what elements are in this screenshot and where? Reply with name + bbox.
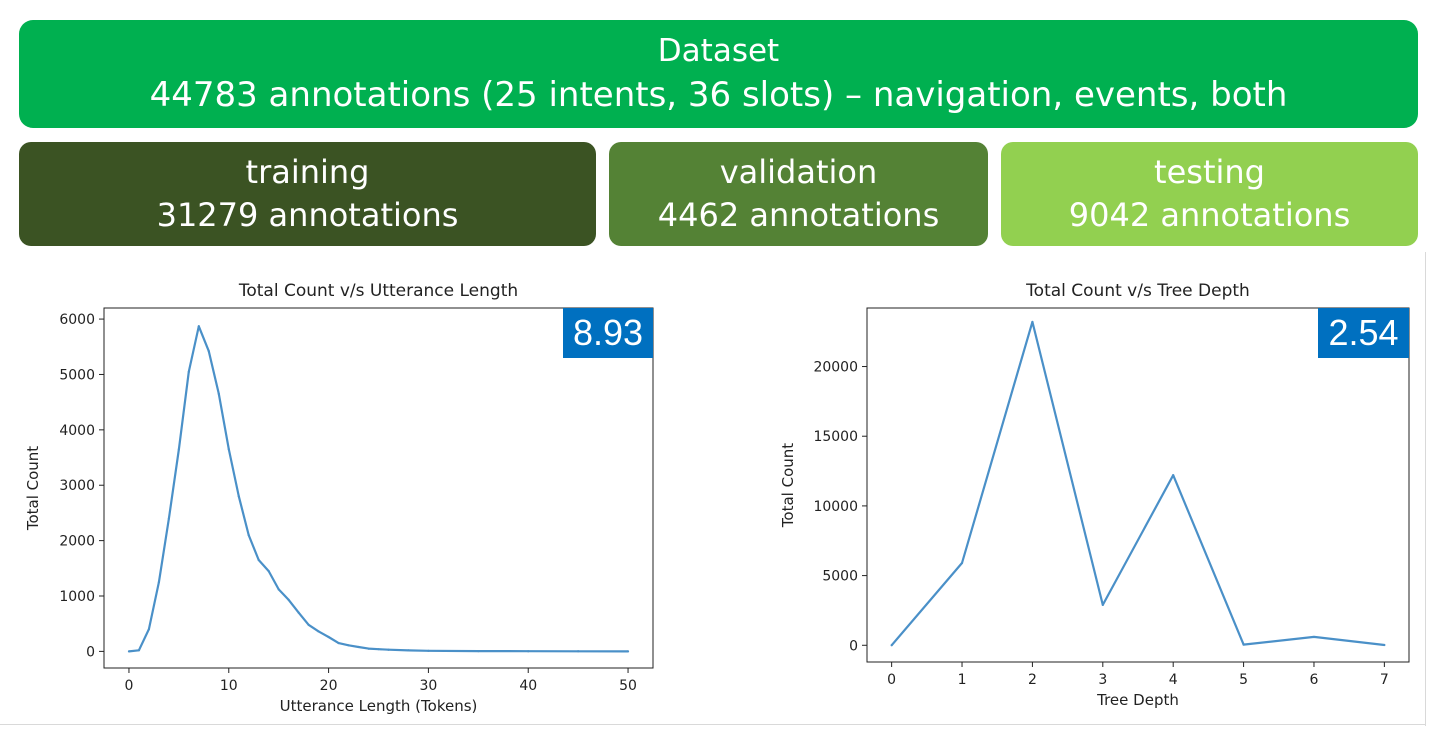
data-point <box>147 628 151 631</box>
y-tick-label: 1000 <box>59 589 95 605</box>
x-tick-label: 0 <box>887 672 896 688</box>
data-point <box>577 650 580 653</box>
y-tick-label: 5000 <box>59 367 95 383</box>
data-point <box>960 561 964 565</box>
x-tick-label: 1 <box>958 672 967 688</box>
data-point <box>1242 643 1245 646</box>
y-tick-label: 3000 <box>59 478 95 494</box>
data-point <box>167 517 170 520</box>
data-point <box>477 650 480 653</box>
y-tick-label: 10000 <box>813 499 858 515</box>
data-point <box>1312 635 1316 639</box>
data-point <box>1172 474 1175 477</box>
data-point <box>127 650 131 653</box>
dataset-title: Dataset <box>657 33 780 69</box>
chart-title: Total Count v/s Utterance Length <box>238 281 518 301</box>
data-point <box>177 448 180 451</box>
data-point <box>247 533 250 537</box>
testing-split-box: testing 9042 annotations <box>1001 142 1418 246</box>
x-tick-label: 30 <box>419 678 437 694</box>
x-tick-label: 4 <box>1169 672 1178 688</box>
x-tick-label: 6 <box>1310 672 1319 688</box>
data-point <box>307 623 310 626</box>
data-point <box>327 635 330 639</box>
data-point <box>1383 643 1386 647</box>
data-point <box>317 630 320 633</box>
tree-depth-series-line <box>890 320 1385 647</box>
data-point <box>227 448 230 451</box>
x-tick-label: 7 <box>1380 672 1389 688</box>
x-tick-label: 10 <box>220 678 238 694</box>
data-point <box>626 650 630 653</box>
x-tick-label: 20 <box>320 678 338 694</box>
dataset-banner: Dataset 44783 annotations (25 intents, 3… <box>19 20 1418 128</box>
data-point <box>277 588 280 591</box>
utterance-length-series-line <box>128 325 629 653</box>
data-point <box>287 598 290 601</box>
data-point <box>1101 603 1104 606</box>
y-axis-label: Total Count <box>24 446 42 531</box>
data-point <box>357 645 360 649</box>
x-tick-label: 2 <box>1028 672 1037 688</box>
data-point <box>257 558 260 562</box>
x-tick-label: 50 <box>619 678 637 694</box>
plot-frame <box>103 307 654 669</box>
data-point <box>137 649 141 652</box>
data-point <box>337 641 340 645</box>
x-tick-label: 3 <box>1098 672 1107 688</box>
data-point <box>217 392 220 395</box>
x-tick-label: 0 <box>124 678 133 694</box>
data-point <box>527 650 530 653</box>
training-split-box: training 31279 annotations <box>19 142 596 246</box>
y-tick-label: 15000 <box>813 429 858 445</box>
x-axis-label: Utterance Length (Tokens) <box>280 697 478 715</box>
x-axis-label: Tree Depth <box>1096 691 1179 709</box>
dataset-summary: 44783 annotations (25 intents, 36 slots)… <box>149 75 1288 115</box>
data-point <box>197 325 200 328</box>
x-tick-label: 5 <box>1239 672 1248 688</box>
utterance-length-chart: Total Count v/s Utterance Length 0 10 20 30 4… <box>24 281 654 715</box>
data-point <box>347 644 350 647</box>
split-name: validation <box>719 153 878 191</box>
slide-right-edge <box>1425 252 1426 726</box>
y-tick-label: 2000 <box>59 534 95 550</box>
split-count: 9042 annotations <box>1068 196 1351 234</box>
y-tick-label: 20000 <box>813 360 858 376</box>
split-name: testing <box>1154 153 1265 191</box>
slide-bottom-edge <box>0 724 1426 725</box>
data-point <box>890 644 893 647</box>
data-point <box>387 648 390 651</box>
data-point <box>187 370 190 373</box>
plot-frame <box>866 307 1410 663</box>
data-point <box>367 647 370 650</box>
data-point <box>297 611 300 614</box>
tree-depth-mean-badge: 2.54 <box>1318 308 1409 358</box>
data-point <box>207 350 210 353</box>
validation-split-box: validation 4462 annotations <box>609 142 988 246</box>
split-count: 4462 annotations <box>657 196 940 234</box>
data-point <box>267 569 270 573</box>
tree-depth-chart: Total Count v/s Tree Depth 0 1 2 3 4 5 6 7 0 5000 1… <box>779 281 1410 709</box>
y-tick-label: 4000 <box>59 423 95 439</box>
data-point <box>407 649 410 652</box>
utterance-length-mean-badge: 8.93 <box>563 308 653 358</box>
split-count: 31279 annotations <box>156 196 459 234</box>
y-tick-label: 0 <box>86 644 95 660</box>
data-point <box>157 581 160 584</box>
y-axis-label: Total Count <box>779 443 797 528</box>
data-point <box>427 649 430 652</box>
data-point <box>237 495 240 498</box>
y-tick-label: 6000 <box>59 312 95 328</box>
data-point <box>377 648 380 651</box>
y-tick-label: 0 <box>849 638 858 654</box>
split-name: training <box>245 153 370 191</box>
x-tick-label: 40 <box>519 678 537 694</box>
data-point <box>1031 320 1034 324</box>
chart-title: Total Count v/s Tree Depth <box>1025 281 1250 301</box>
y-tick-label: 5000 <box>822 569 858 585</box>
